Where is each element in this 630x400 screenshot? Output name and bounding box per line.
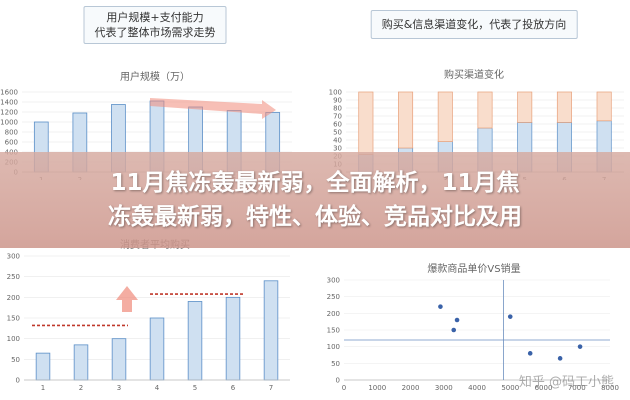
y-tick-label: 50 bbox=[11, 356, 20, 364]
channel-chart-title: 购买渠道变化 bbox=[444, 70, 504, 81]
bar-segment bbox=[517, 91, 533, 123]
y-tick-label: 30 bbox=[333, 145, 342, 153]
scatter-point bbox=[577, 344, 583, 349]
price-sales-chart-title: 爆款商品单价VS销量 bbox=[427, 264, 521, 275]
y-tick-label: 100 bbox=[327, 343, 340, 351]
y-tick-label: 300 bbox=[327, 277, 340, 285]
x-tick-label: 1 bbox=[41, 384, 45, 392]
bar-segment bbox=[477, 91, 493, 129]
y-tick-label: 0 bbox=[16, 377, 20, 385]
y-tick-label: 0 bbox=[336, 377, 340, 385]
x-tick-label: 0 bbox=[342, 384, 346, 392]
y-tick-label: 200 bbox=[327, 310, 340, 318]
y-tick-label: 250 bbox=[327, 293, 340, 301]
user-scale-callout: 用户规模+支付能力 代表了整体市场需求走势 bbox=[83, 6, 227, 44]
scatter-point bbox=[527, 351, 533, 356]
x-tick-label: 7000 bbox=[568, 384, 586, 392]
headline-line-2: 冻轰最新弱，特性、体验、竞品对比及用 bbox=[108, 204, 522, 230]
avg-purchase-chart: 0 50 100 150 200 250 300 1 2 3 4 5 6 7 bbox=[7, 253, 290, 392]
price-sales-panel: 爆款商品单价VS销量 0 50 100 150 200 250 300 0 1000 2000 30… bbox=[318, 222, 630, 400]
bar bbox=[35, 352, 51, 381]
y-tick-label: 50 bbox=[333, 129, 342, 137]
x-tick-label: 5000 bbox=[501, 384, 519, 392]
x-tick-label: 8000 bbox=[601, 384, 619, 392]
y-tick-label: 100 bbox=[7, 335, 20, 343]
y-tick-label: 100 bbox=[329, 89, 342, 97]
scatter-point bbox=[557, 356, 563, 361]
x-tick-label: 7 bbox=[269, 384, 273, 392]
bar-segment bbox=[358, 91, 374, 155]
callout-line-1: 用户规模+支付能力 bbox=[106, 11, 204, 24]
x-tick-label: 1000 bbox=[368, 384, 386, 392]
x-tick-label: 4000 bbox=[468, 384, 486, 392]
y-tick-label: 80 bbox=[333, 105, 342, 113]
y-tick-label: 150 bbox=[327, 327, 340, 335]
up-arrow-icon bbox=[116, 286, 138, 312]
y-tick-label: 200 bbox=[7, 294, 20, 302]
y-tick-label: 1400 bbox=[0, 99, 18, 107]
y-tick-label: 70 bbox=[333, 113, 342, 121]
scatter-point bbox=[507, 314, 513, 319]
headline-banner: 11月焦冻轰最新弱，全面解析，11月焦 冻轰最新弱，特性、体验、竞品对比及用 bbox=[0, 152, 630, 248]
y-tick-label: 150 bbox=[7, 315, 20, 323]
bar-segment bbox=[556, 91, 572, 123]
bar-segment bbox=[596, 91, 612, 122]
y-tick-label: 1000 bbox=[0, 119, 18, 127]
scatter-point bbox=[451, 327, 457, 333]
x-tick-label: 6 bbox=[231, 384, 236, 392]
y-tick-label: 250 bbox=[7, 273, 20, 281]
headline-line-1: 11月焦冻轰最新弱，全面解析，11月焦 bbox=[110, 170, 520, 196]
bar bbox=[263, 280, 279, 381]
y-tick-label: 600 bbox=[5, 139, 18, 147]
bar bbox=[187, 301, 203, 381]
bar-segment bbox=[398, 91, 414, 149]
y-tick-label: 1600 bbox=[0, 89, 18, 97]
x-tick-label: 4 bbox=[155, 384, 160, 392]
bar bbox=[149, 317, 165, 381]
x-tick-label: 3000 bbox=[435, 384, 453, 392]
y-tick-label: 90 bbox=[333, 97, 342, 105]
bar bbox=[73, 344, 89, 381]
scatter-point bbox=[454, 317, 460, 323]
bar bbox=[111, 338, 127, 381]
bar bbox=[225, 296, 241, 381]
x-tick-label: 2 bbox=[79, 384, 83, 392]
watermark-text: 知乎 @码工小熊 bbox=[518, 375, 614, 390]
y-tick-label: 50 bbox=[331, 360, 340, 368]
y-tick-label: 300 bbox=[7, 253, 20, 261]
trend-arrow bbox=[150, 98, 276, 119]
bar-segment bbox=[437, 91, 453, 142]
channel-callout: 购买&信息渠道变化，代表了投放方向 bbox=[370, 10, 578, 39]
y-tick-label: 60 bbox=[333, 121, 342, 129]
x-tick-label: 2000 bbox=[402, 384, 420, 392]
x-tick-label: 5 bbox=[193, 384, 197, 392]
y-tick-label: 1200 bbox=[0, 109, 18, 117]
user-scale-chart-title: 用户规模（万） bbox=[120, 72, 190, 83]
scatter-point bbox=[438, 304, 443, 309]
y-tick-label: 800 bbox=[5, 129, 18, 137]
x-tick-label: 6000 bbox=[535, 384, 553, 392]
callout-line-2: 代表了整体市场需求走势 bbox=[94, 26, 216, 39]
x-tick-label: 3 bbox=[117, 384, 121, 392]
trend-arrow-shape bbox=[150, 98, 276, 119]
y-tick-label: 40 bbox=[333, 137, 342, 145]
